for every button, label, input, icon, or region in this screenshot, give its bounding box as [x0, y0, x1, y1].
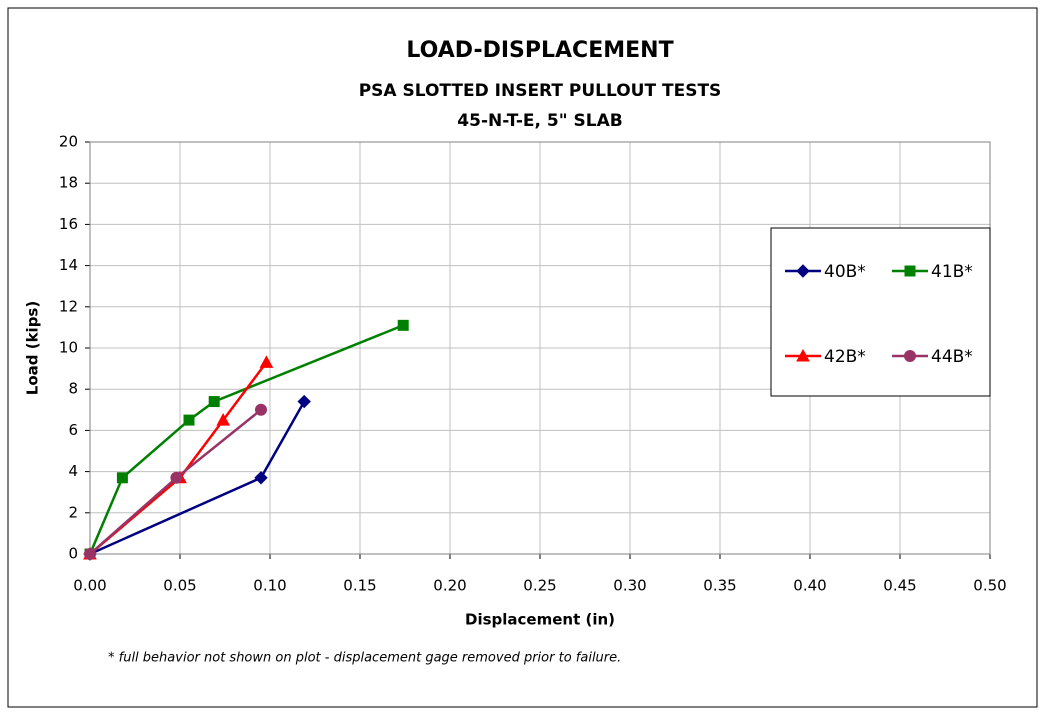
data-point	[254, 471, 268, 485]
y-tick-label: 10	[59, 339, 78, 357]
y-axis-label: Load (kips)	[24, 301, 42, 395]
y-tick-label: 4	[68, 462, 78, 480]
legend-box	[770, 227, 991, 397]
y-tick-label: 14	[59, 256, 78, 274]
legend-label: 40B*	[824, 262, 866, 282]
x-tick-label: 0.25	[523, 577, 556, 595]
legend-label: 42B*	[824, 347, 866, 367]
y-tick-label: 16	[59, 215, 78, 233]
y-tick-label: 20	[59, 133, 78, 151]
legend-label: 44B*	[931, 347, 973, 367]
data-point	[183, 414, 195, 426]
data-point	[397, 319, 409, 331]
y-tick-label: 18	[59, 174, 78, 192]
legend-label: 41B*	[931, 262, 973, 282]
legend-marker	[796, 348, 810, 362]
x-tick-label: 0.40	[793, 577, 826, 595]
y-tick-label: 12	[59, 297, 78, 315]
legend-marker	[904, 350, 916, 362]
x-tick-label: 0.50	[973, 577, 1006, 595]
footnote: * full behavior not shown on plot - disp…	[108, 651, 621, 666]
x-tick-label: 0.15	[343, 577, 376, 595]
data-point	[216, 413, 231, 426]
data-point	[84, 548, 96, 560]
y-tick-label: 0	[68, 545, 78, 563]
data-point	[297, 394, 311, 409]
data-point	[208, 396, 220, 408]
legend-marker	[796, 264, 810, 278]
chart-subtitle: PSA SLOTTED INSERT PULLOUT TESTS	[359, 81, 722, 101]
chart-subtitle: 45-N-T-E, 5" SLAB	[457, 111, 622, 131]
x-tick-label: 0.05	[163, 577, 196, 595]
legend-marker	[904, 265, 916, 277]
x-tick-label: 0.45	[883, 577, 916, 595]
x-tick-label: 0.20	[433, 577, 466, 595]
data-point	[170, 471, 183, 484]
x-axis-label: Displacement (in)	[465, 611, 615, 629]
x-tick-label: 0.35	[703, 577, 736, 595]
y-tick-label: 2	[68, 503, 78, 521]
data-point	[255, 403, 267, 416]
x-tick-label: 0.30	[613, 577, 646, 595]
x-tick-label: 0.10	[253, 577, 286, 595]
y-tick-label: 6	[68, 421, 78, 439]
data-point	[116, 472, 128, 484]
x-tick-label: 0.00	[73, 577, 106, 595]
y-tick-label: 8	[68, 380, 78, 398]
chart-title: LOAD-DISPLACEMENT	[406, 38, 673, 63]
data-point	[259, 355, 274, 368]
